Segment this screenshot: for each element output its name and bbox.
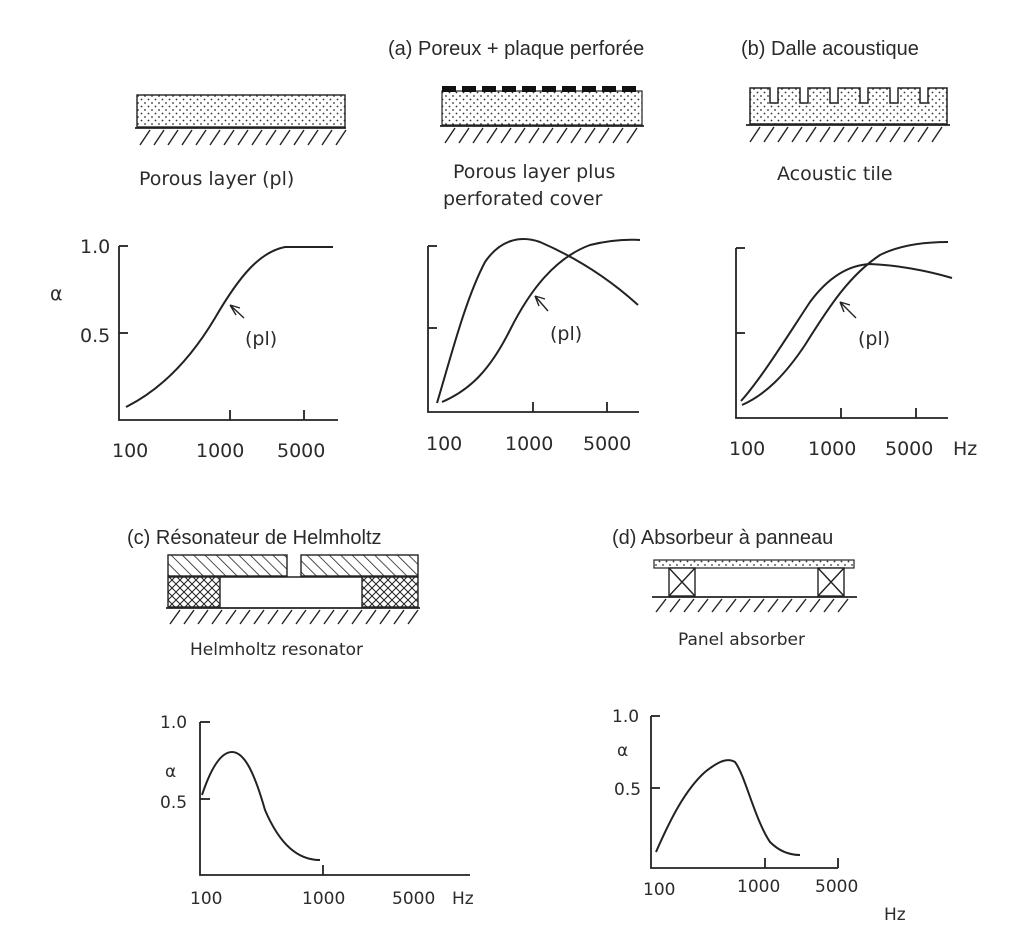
y-mid-label-5: 0.5 — [614, 780, 641, 800]
x-tick-1000-4: 1000 — [302, 889, 345, 909]
alpha-label-1: α — [50, 283, 63, 305]
hz-label-3: Hz — [953, 438, 977, 460]
curve-panel-absorber — [655, 759, 801, 856]
x-tick-100-1: 100 — [112, 440, 148, 462]
pl-label-1: (pl) — [245, 328, 277, 350]
chart-perforated-cover — [427, 238, 641, 413]
curve-perforated-pl — [441, 238, 641, 403]
curve-helmholtz — [201, 750, 321, 861]
chart-acoustic-tile — [735, 241, 953, 419]
x-tick-1000-5: 1000 — [737, 877, 780, 897]
x-tick-5000-1: 5000 — [277, 440, 325, 462]
x-tick-100-3: 100 — [729, 438, 765, 460]
label-panel-absorber: Panel absorber — [678, 630, 805, 650]
caption-b: (b) Dalle acoustique — [741, 38, 919, 60]
x-tick-1000-2: 1000 — [505, 433, 553, 455]
label-perforated-line1: Porous layer plus — [453, 161, 615, 183]
perforated-cover-sketch — [440, 86, 644, 144]
label-porous-layer: Porous layer (pl) — [139, 168, 294, 190]
x-tick-100-4: 100 — [190, 889, 222, 909]
y-mid-label-1: 0.5 — [80, 325, 110, 347]
x-tick-1000-1: 1000 — [196, 440, 244, 462]
y-max-label-4: 1.0 — [160, 713, 187, 733]
caption-a: (a) Poreux + plaque perforée — [388, 38, 644, 60]
chart-porous-layer — [118, 245, 338, 421]
porous-layer-sketch — [135, 94, 347, 146]
x-tick-5000-4: 5000 — [392, 889, 435, 909]
pl-arrow — [229, 304, 245, 319]
pl-label-3: (pl) — [858, 328, 890, 350]
caption-d: (d) Absorbeur à panneau — [612, 527, 833, 549]
curve-acoustic-tile — [740, 262, 953, 402]
x-tick-5000-2: 5000 — [583, 433, 631, 455]
curve-porous-layer — [125, 246, 333, 408]
caption-c: (c) Résonateur de Helmholtz — [127, 527, 382, 549]
x-tick-100-5: 100 — [643, 880, 675, 900]
chart-helmholtz — [199, 721, 470, 876]
label-perforated-line2: perforated cover — [443, 188, 603, 210]
alpha-label-5: α — [617, 741, 628, 761]
curve-acoustic-pl — [741, 241, 949, 406]
x-tick-100-2: 100 — [426, 433, 462, 455]
alpha-label-4: α — [165, 762, 176, 782]
label-acoustic-tile: Acoustic tile — [777, 163, 893, 185]
hz-label-4: Hz — [452, 889, 474, 909]
label-helmholtz: Helmholtz resonator — [190, 640, 363, 660]
helmholtz-sketch — [166, 554, 420, 625]
pl-label-2: (pl) — [550, 323, 582, 345]
chart-panel-absorber — [650, 715, 839, 869]
x-tick-1000-3: 1000 — [808, 438, 856, 460]
y-mid-label-4: 0.5 — [160, 793, 187, 813]
panel-absorber-sketch — [652, 559, 857, 613]
x-tick-5000-5: 5000 — [815, 877, 858, 897]
y-max-label-5: 1.0 — [612, 707, 639, 727]
curve-perforated-cover — [436, 238, 639, 404]
hz-label-5: Hz — [884, 905, 906, 925]
y-max-label-1: 1.0 — [80, 236, 110, 258]
acoustic-tile-sketch — [746, 87, 950, 143]
x-tick-5000-3: 5000 — [885, 438, 933, 460]
